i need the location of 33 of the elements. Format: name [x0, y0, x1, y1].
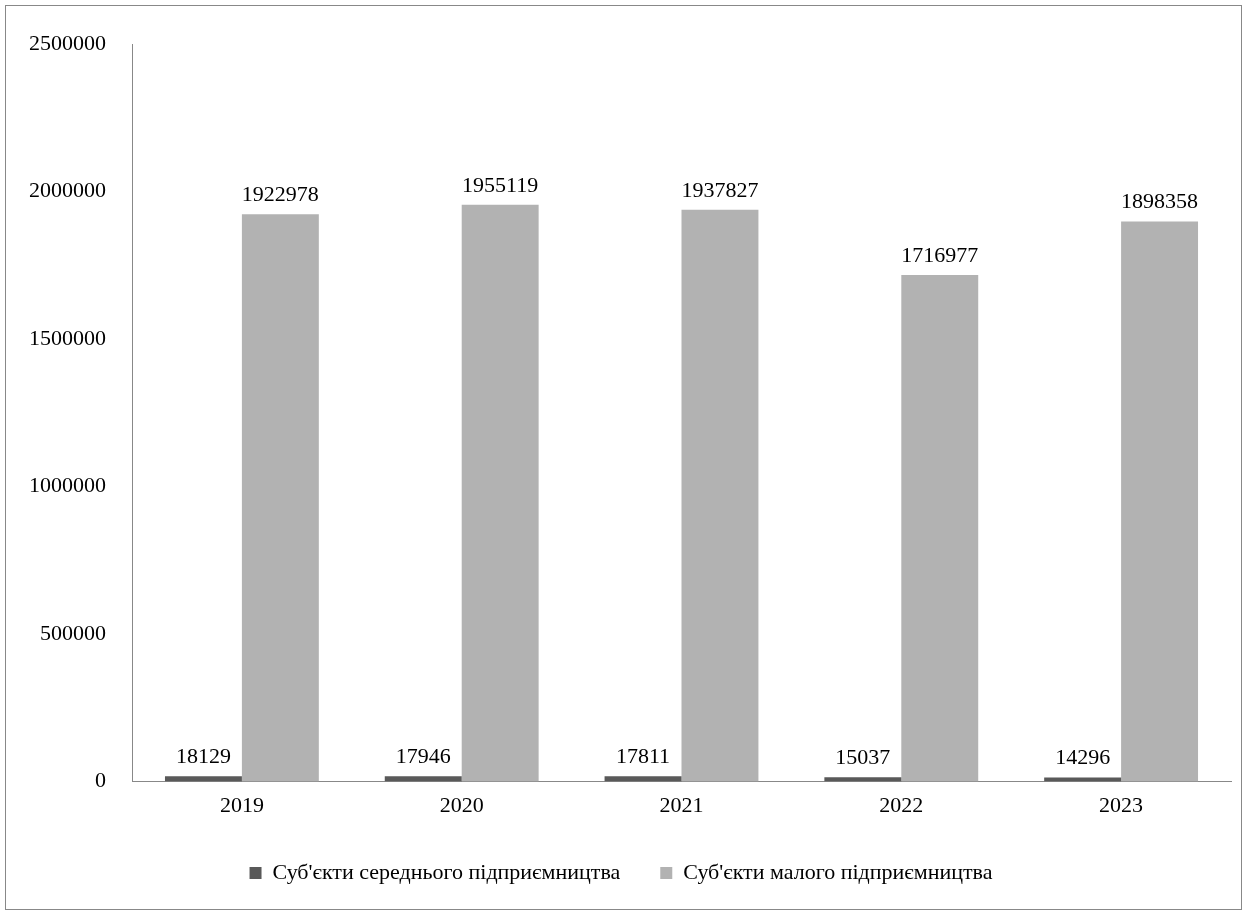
data-label: 17946	[395, 743, 451, 769]
y-tick-label: 1000000	[29, 472, 106, 498]
bar	[164, 776, 242, 782]
data-label: 17811	[615, 743, 671, 769]
bar	[604, 776, 682, 782]
bar	[824, 777, 902, 782]
y-tick-label: 2000000	[29, 177, 106, 203]
y-tick-label: 1500000	[29, 324, 106, 350]
data-label: 14296	[1055, 744, 1111, 770]
data-label: 1898358	[1121, 188, 1199, 214]
bar	[901, 275, 979, 782]
y-tick-label: 500000	[40, 619, 106, 645]
data-label: 1716977	[901, 241, 979, 267]
legend-label: Суб'єкти малого підприємництва	[683, 858, 993, 884]
data-label: 15037	[835, 743, 891, 769]
bar	[461, 204, 539, 782]
bar	[384, 776, 462, 782]
bar	[1121, 221, 1199, 782]
bar	[241, 214, 319, 782]
x-tick-label: 2020	[439, 791, 484, 817]
x-tick-label: 2019	[219, 791, 264, 817]
y-tick-label: 2500000	[29, 29, 106, 55]
y-tick-label: 0	[95, 767, 106, 793]
bar	[681, 209, 759, 782]
x-tick-label: 2021	[659, 791, 704, 817]
x-tick-label: 2022	[879, 791, 924, 817]
data-label: 18129	[175, 743, 231, 769]
legend-label: Суб'єкти середнього підприємництва	[272, 858, 621, 884]
x-tick-label: 2023	[1099, 791, 1144, 817]
data-label: 1937827	[681, 176, 759, 202]
data-label: 1955119	[462, 171, 539, 197]
bar	[1044, 777, 1122, 782]
data-label: 1922978	[241, 181, 319, 207]
